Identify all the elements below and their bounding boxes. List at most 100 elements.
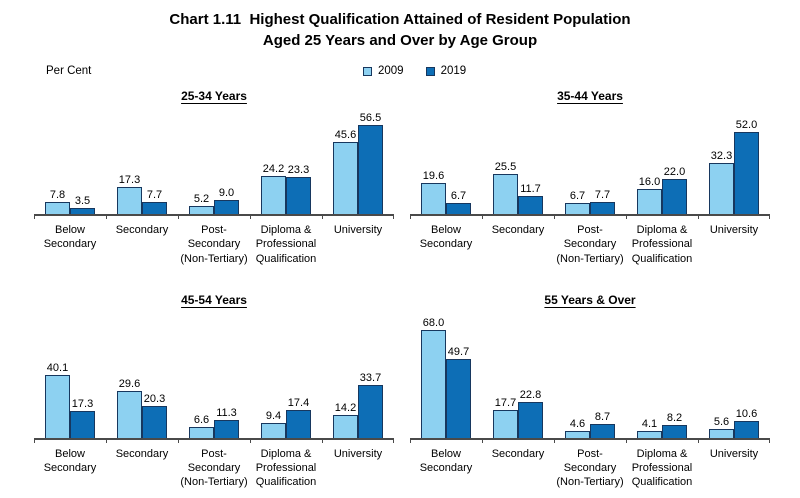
bar-group-2009-university: 45.6 (333, 129, 358, 214)
bar-group-2009-below-secondary: 40.1 (45, 362, 70, 438)
value-label: 3.5 (74, 195, 91, 208)
bar-2009 (117, 391, 142, 438)
bar-2009 (637, 431, 662, 438)
charts-grid: 25-34 Years 7.8 3.5 17.3 7.7 5.2 9.0 24.2 23.3 45… (0, 89, 800, 490)
axis-tick (626, 437, 627, 443)
bar-group-2009-secondary: 17.3 (117, 174, 142, 214)
legend-label: 2019 (440, 65, 467, 77)
bar-2019 (446, 203, 471, 214)
value-label: 11.3 (216, 407, 237, 420)
axis-tick (250, 214, 251, 219)
value-label: 5.2 (193, 192, 210, 205)
axis-tick (250, 437, 251, 443)
axis-tick (322, 214, 323, 219)
bar-2009 (493, 173, 518, 214)
category-label-secondary: Secondary (106, 447, 178, 490)
bar-group-2009-secondary: 17.7 (493, 397, 518, 438)
value-label: 7.7 (146, 188, 163, 201)
chart-subtitle: 55 Years & Over (544, 292, 636, 307)
category-label-line: Diploma & (636, 447, 688, 460)
category-label-line: Secondary (563, 238, 617, 251)
category-label-line: Secondary (115, 224, 169, 236)
bar-2019 (662, 179, 687, 214)
category-label-line: Diploma & (636, 224, 688, 236)
axis-tick (393, 437, 394, 443)
bar-group-2009-post-secondary-non-tertiary: 6.7 (565, 190, 590, 214)
category-label-line: Post- (577, 447, 603, 460)
category-slot-below-secondary: 40.1 17.3 (34, 362, 106, 438)
category-label-diploma-professional-qualification: Diploma & Professional Qualification (250, 447, 322, 490)
category-slot-secondary: 25.5 11.7 (482, 161, 554, 214)
bar-group-2009-university: 5.6 (709, 416, 734, 438)
category-label-post-secondary-non-tertiary: Post- Secondary (Non-Tertiary) (178, 447, 250, 490)
category-slot-university: 5.6 10.6 (698, 408, 770, 438)
value-label: 68.0 (422, 317, 445, 330)
category-label-diploma-professional-qualification: Diploma & Professional Qualification (626, 447, 698, 490)
value-label: 9.0 (218, 186, 235, 199)
bar-group-2019-diploma-professional-qualification: 17.4 (286, 397, 311, 438)
axis-tick (626, 214, 627, 219)
value-label: 7.8 (49, 188, 66, 201)
bar-group-2019-post-secondary-non-tertiary: 9.0 (214, 187, 239, 214)
value-label: 10.6 (735, 408, 758, 421)
bar-2009 (333, 415, 358, 438)
value-label: 32.3 (710, 149, 733, 162)
page-title: Chart 1.11 Highest Qualification Attaine… (0, 9, 800, 51)
bar-2019 (590, 424, 615, 438)
category-label-below-secondary: Below Secondary (34, 447, 106, 490)
category-slot-university: 45.6 56.5 (322, 112, 394, 214)
category-label-line: Secondary (491, 224, 545, 236)
axis-tick (698, 437, 699, 443)
bar-2019 (214, 420, 239, 438)
bar-group-2019-university: 33.7 (358, 372, 383, 438)
category-slot-university: 14.2 33.7 (322, 372, 394, 438)
category-label-post-secondary-non-tertiary: Post- Secondary (Non-Tertiary) (178, 223, 250, 266)
bar-group-2019-below-secondary: 3.5 (70, 195, 95, 214)
value-label: 11.7 (520, 182, 541, 195)
category-label-secondary: Secondary (106, 223, 178, 266)
category-slot-secondary: 17.3 7.7 (106, 174, 178, 214)
value-label: 17.4 (287, 397, 310, 410)
category-label-line: Below (55, 447, 85, 460)
chart-subtitle: 25-34 Years (181, 89, 247, 103)
category-label-line: Secondary (43, 462, 97, 475)
plot-area: 40.1 17.3 29.6 20.3 6.6 11.3 9.4 17.4 14.2 33.7 (34, 314, 394, 443)
bar-2009 (637, 188, 662, 214)
axis-tick (482, 214, 483, 219)
category-label-below-secondary: Below Secondary (34, 223, 106, 266)
category-label-line: Professional (255, 238, 317, 251)
bar-2019 (358, 124, 383, 214)
bar-group-2019-secondary: 11.7 (518, 183, 543, 214)
value-label: 23.3 (287, 164, 310, 177)
bar-group-2019-university: 56.5 (358, 112, 383, 214)
bar-2019 (734, 131, 759, 214)
chart-45-54-years: 45-54 Years 40.1 17.3 29.6 20.3 6.6 11.3 9.4 17.… (34, 293, 394, 490)
category-slot-post-secondary-non-tertiary: 4.6 8.7 (554, 411, 626, 438)
value-label: 4.6 (569, 417, 586, 430)
bar-group-2019-secondary: 22.8 (518, 389, 543, 438)
value-label: 19.6 (422, 170, 445, 183)
category-label-line: (Non-Tertiary) (180, 476, 248, 489)
category-labels: Below Secondary Secondary Post- Secondary (No… (34, 447, 394, 490)
bar-group-2009-post-secondary-non-tertiary: 5.2 (189, 193, 214, 214)
bar-2019 (142, 405, 167, 438)
category-label-line: Secondary (43, 238, 97, 251)
category-label-post-secondary-non-tertiary: Post- Secondary (Non-Tertiary) (554, 447, 626, 490)
bar-2009 (189, 205, 214, 214)
category-label-secondary: Secondary (482, 223, 554, 266)
axis-tick (698, 214, 699, 219)
category-label-line: Professional (255, 462, 317, 475)
bar-2019 (446, 359, 471, 438)
bar-2019 (518, 195, 543, 214)
value-label: 17.3 (118, 173, 141, 186)
value-label: 6.7 (450, 190, 467, 203)
category-label-line: Diploma & (260, 224, 312, 236)
bar-group-2009-below-secondary: 7.8 (45, 189, 70, 214)
bar-group-2019-below-secondary: 6.7 (446, 190, 471, 214)
category-label-line: Secondary (563, 462, 617, 475)
category-label-line: Secondary (187, 462, 241, 475)
value-label: 22.8 (519, 388, 542, 401)
bar-2009 (565, 430, 590, 438)
category-label-line: Below (431, 447, 461, 460)
bar-group-2009-below-secondary: 19.6 (421, 170, 446, 214)
